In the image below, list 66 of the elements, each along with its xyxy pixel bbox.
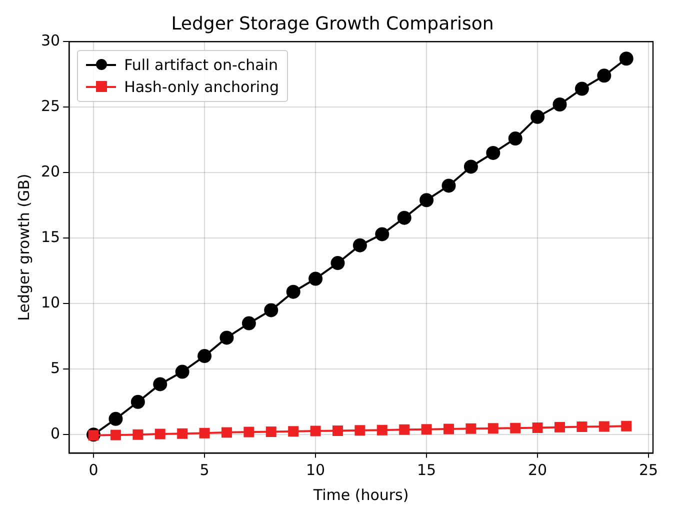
chart-title: Ledger Storage Growth Comparison — [171, 13, 494, 34]
point — [532, 422, 543, 433]
y-tick-label: 20 — [40, 162, 60, 181]
point — [198, 349, 212, 364]
point — [530, 110, 545, 124]
y-tick-label: 10 — [40, 294, 60, 312]
point — [466, 423, 476, 434]
point — [397, 210, 412, 225]
point — [352, 238, 367, 252]
legend-label: Full artifact on-chain — [124, 56, 278, 74]
point — [376, 424, 388, 436]
x-tick-label: 5 — [200, 460, 210, 479]
point — [508, 132, 522, 146]
point — [332, 425, 343, 436]
y-tick-label: 25 — [40, 97, 60, 115]
point — [464, 160, 478, 174]
point — [598, 421, 610, 432]
point — [175, 364, 190, 379]
y-tick-label: 15 — [40, 228, 60, 246]
legend-label: Hash-only anchoring — [124, 78, 280, 96]
point — [132, 429, 144, 440]
point — [510, 422, 521, 434]
point — [288, 426, 299, 437]
point — [552, 97, 567, 112]
y-axis-title: Ledger growth (GB) — [14, 174, 33, 321]
point — [110, 430, 121, 440]
y-tick-label: 0 — [50, 424, 60, 443]
point — [264, 303, 278, 318]
y-tick-label: 5 — [50, 359, 60, 378]
point — [154, 428, 166, 440]
x-axis-title: Time (hours) — [312, 486, 409, 504]
y-tick-label: 30 — [40, 31, 60, 50]
point — [399, 424, 410, 435]
point — [421, 424, 432, 435]
point — [108, 412, 123, 426]
point — [354, 425, 366, 436]
point — [486, 146, 500, 160]
point — [597, 68, 612, 83]
point — [442, 178, 456, 193]
point — [488, 423, 498, 434]
point — [619, 52, 634, 66]
point — [153, 377, 168, 392]
x-tick-label: 15 — [416, 460, 436, 479]
point — [242, 316, 256, 330]
point — [621, 420, 632, 432]
point — [420, 193, 434, 208]
x-tick-label: 25 — [639, 460, 658, 479]
point — [375, 227, 390, 242]
point — [554, 422, 565, 432]
point — [177, 428, 188, 439]
point — [221, 427, 232, 438]
point — [220, 330, 234, 345]
point — [244, 426, 254, 438]
point — [266, 426, 276, 438]
point — [286, 284, 300, 299]
x-tick-label: 10 — [306, 460, 326, 479]
x-tick-label: 20 — [528, 460, 548, 479]
point — [574, 82, 589, 96]
point — [330, 256, 345, 270]
point — [310, 426, 321, 436]
point — [199, 428, 210, 438]
point — [130, 394, 145, 409]
point — [308, 272, 323, 286]
point — [444, 424, 454, 434]
x-tick-label: 0 — [88, 460, 98, 479]
point — [576, 422, 588, 432]
